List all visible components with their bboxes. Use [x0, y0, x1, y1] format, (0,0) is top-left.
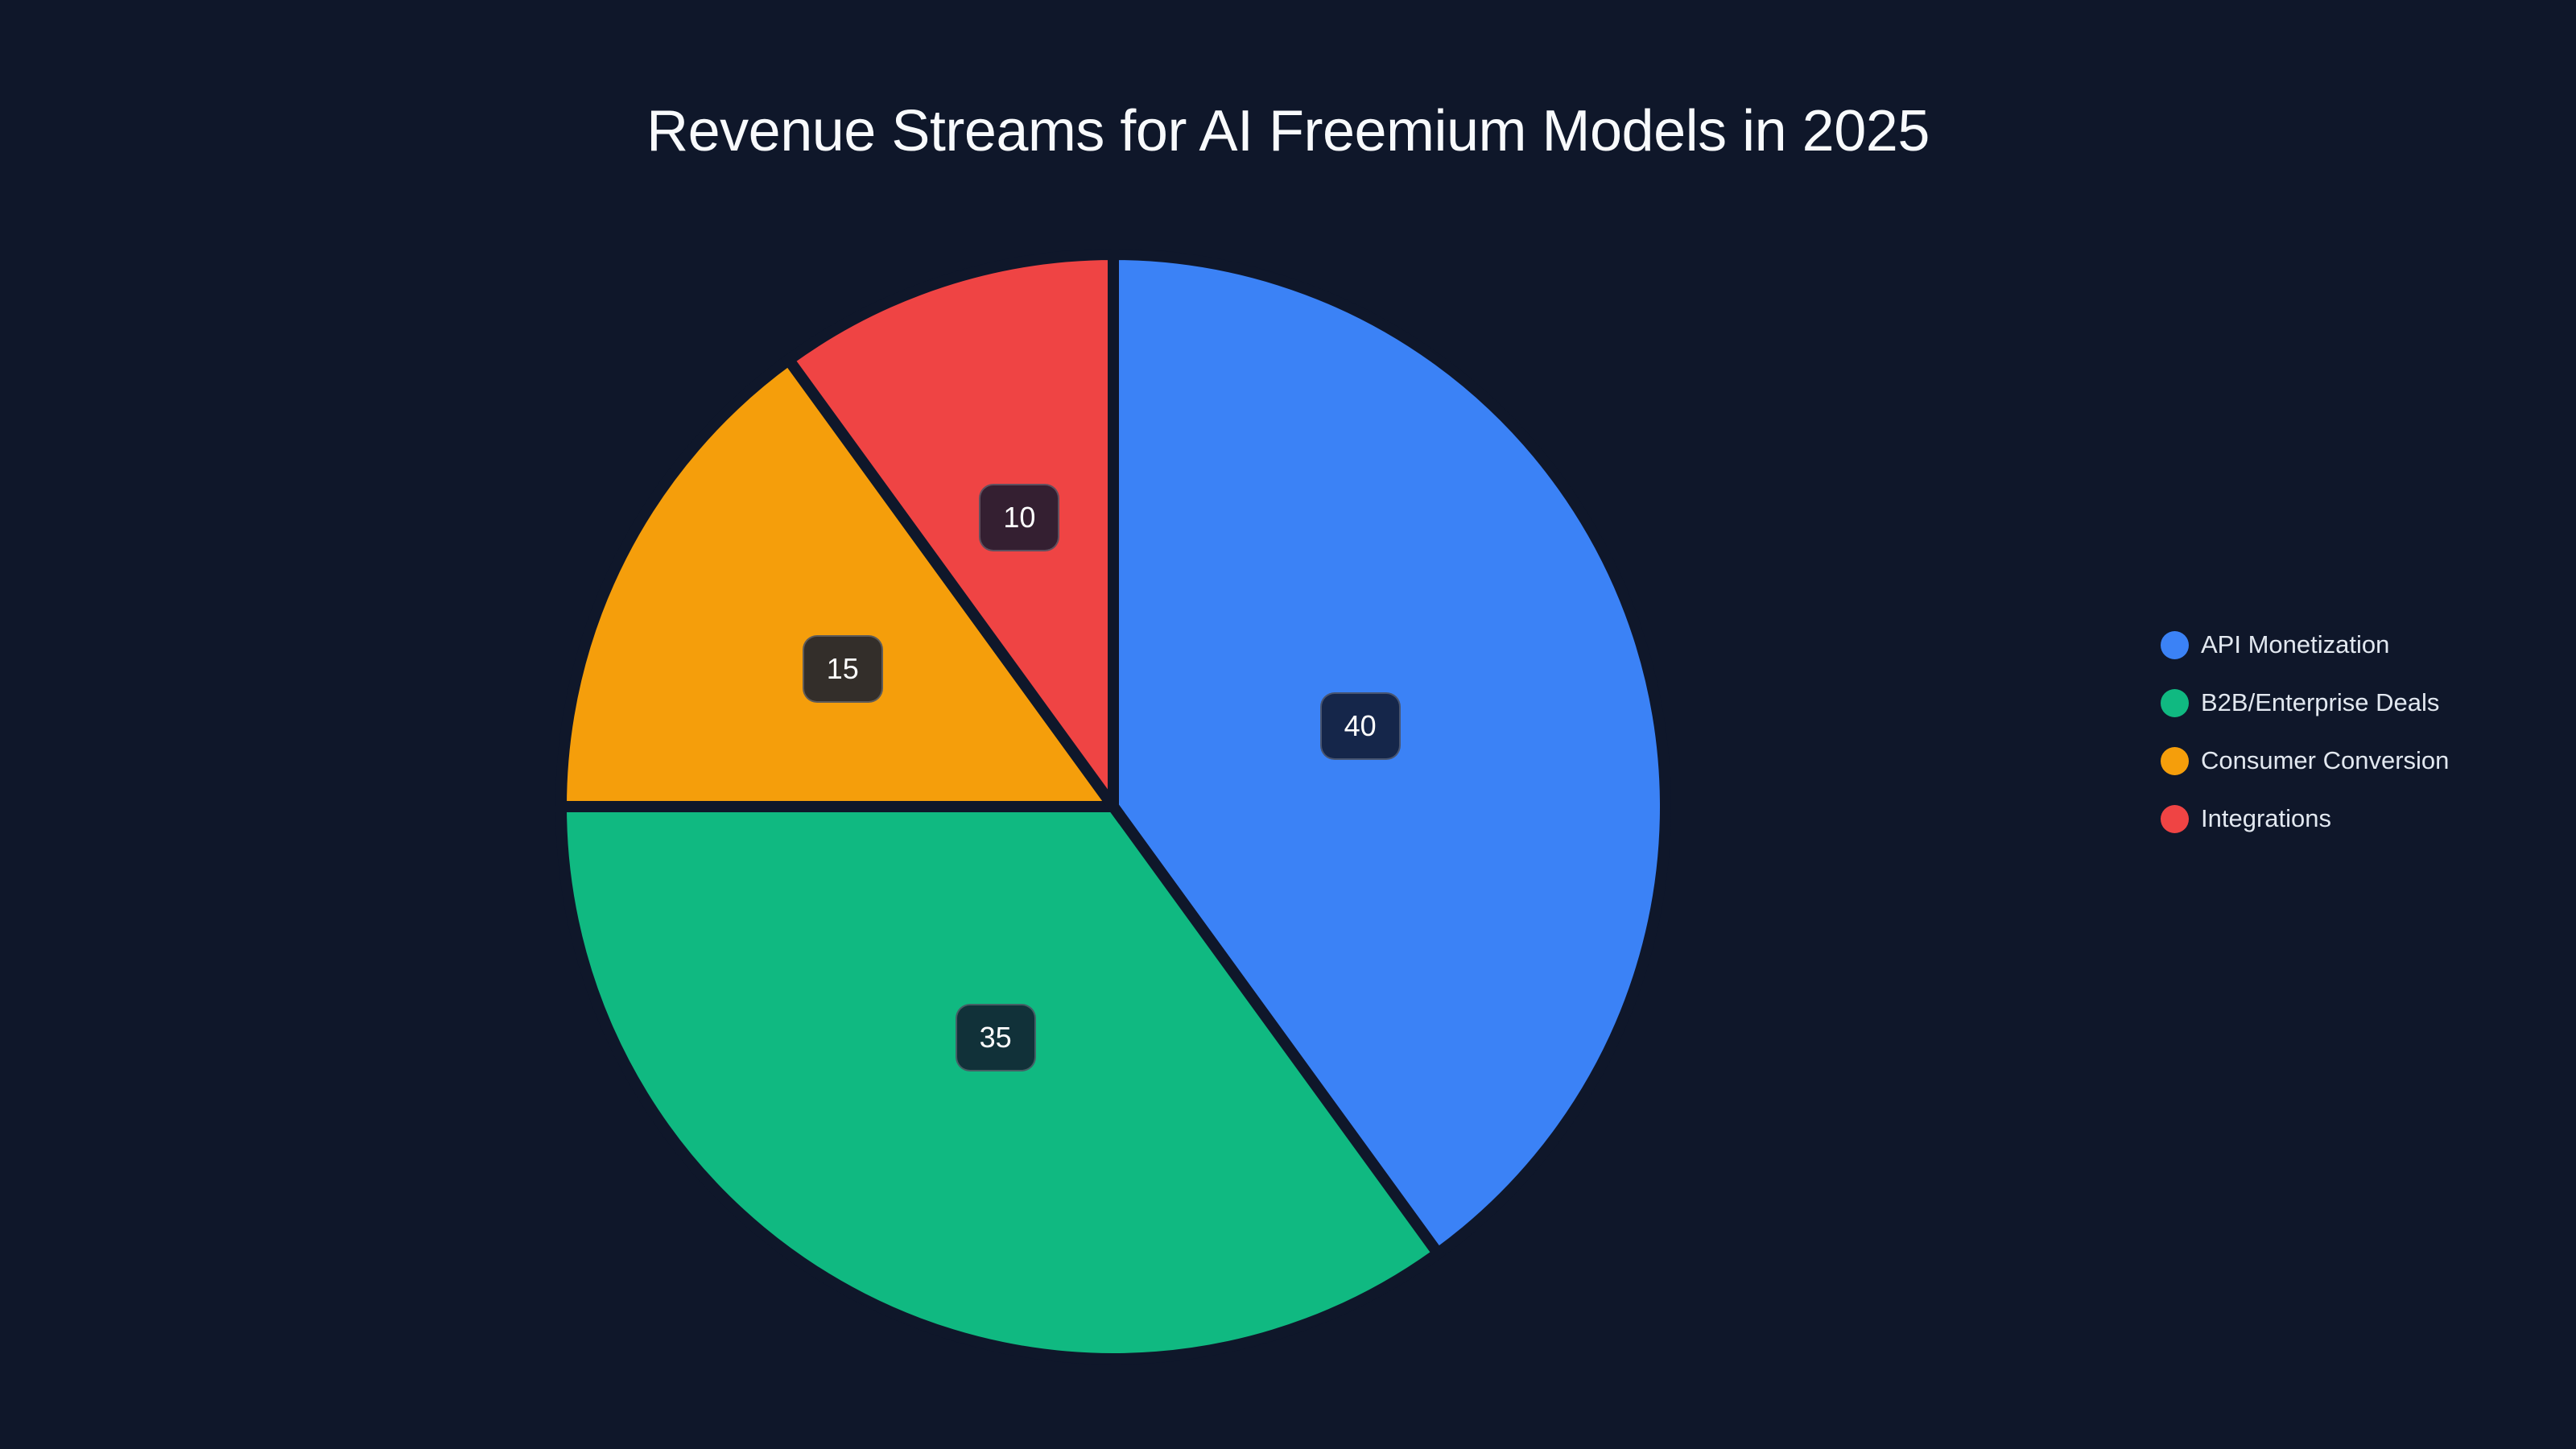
chart-title: Revenue Streams for AI Freemium Models i… — [646, 99, 1930, 163]
legend-item-consumer-conversion[interactable]: Consumer Conversion — [2161, 732, 2449, 790]
legend-label: B2B/Enterprise Deals — [2201, 688, 2440, 716]
legend-swatch-icon — [2161, 746, 2189, 775]
legend-item-api-monetization[interactable]: API Monetization — [2161, 616, 2449, 674]
legend-swatch-icon — [2161, 688, 2189, 717]
legend-label: Consumer Conversion — [2201, 746, 2450, 774]
data-label-api-monetization: 40 — [1319, 692, 1401, 761]
legend-swatch-icon — [2161, 804, 2189, 833]
legend-item-integrations[interactable]: Integrations — [2161, 790, 2449, 848]
legend-label: Integrations — [2201, 804, 2331, 832]
legend-swatch-icon — [2161, 630, 2189, 659]
data-label-integrations: 10 — [979, 484, 1060, 552]
legend-label: API Monetization — [2201, 630, 2390, 658]
legend-item-b2b-enterprise-deals[interactable]: B2B/Enterprise Deals — [2161, 674, 2449, 732]
pie-slice-integrations[interactable] — [781, 248, 1119, 824]
legend: API Monetization B2B/Enterprise Deals Co… — [2161, 616, 2449, 848]
pie-slice-b2b-enterprise-deals[interactable] — [555, 801, 1447, 1365]
data-label-b2b-enterprise-deals: 35 — [955, 1004, 1036, 1072]
pie-slice-consumer-conversion[interactable] — [555, 352, 1125, 812]
data-label-consumer-conversion: 15 — [802, 634, 883, 703]
